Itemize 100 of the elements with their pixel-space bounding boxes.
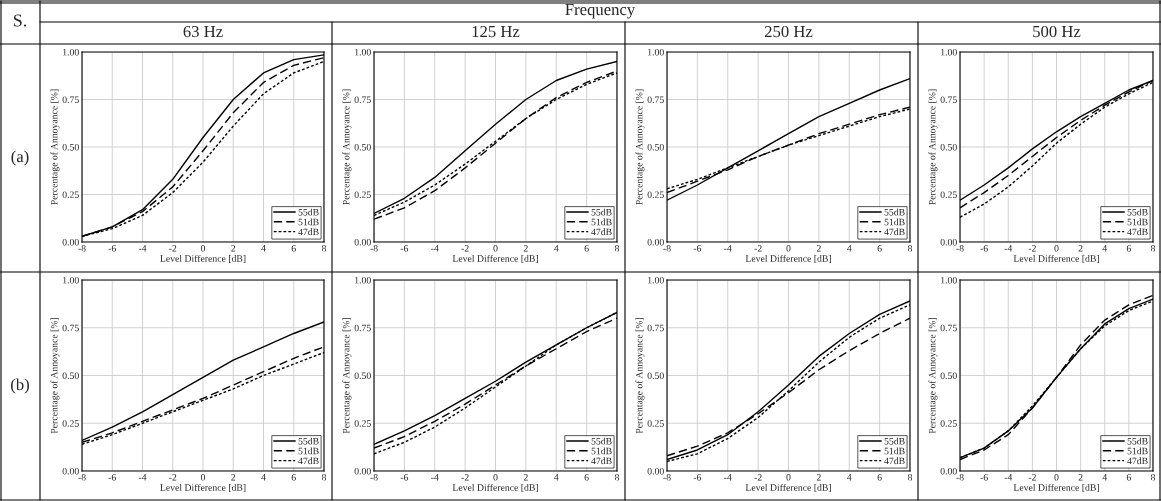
legend-label: 47dB	[591, 228, 612, 236]
x-tick-label: 4	[1102, 245, 1108, 252]
y-tick-label: 0.50	[940, 372, 957, 380]
legend-label: 51dB	[591, 447, 612, 455]
y-tick-label: 0.75	[354, 324, 371, 332]
x-axis-title: Level Difference [dB]	[452, 483, 538, 493]
x-tick-label: 8	[907, 474, 913, 481]
chart-title: 500 Hz	[1033, 25, 1081, 38]
legend-label: 55dB	[298, 208, 319, 216]
x-tick-label: 8	[614, 245, 620, 252]
y-tick-label: 0.25	[62, 191, 79, 199]
x-tick-label: 0	[786, 474, 791, 481]
x-tick-label: -4	[431, 474, 439, 481]
x-tick-label: -6	[980, 245, 988, 252]
legend-label: 51dB	[884, 218, 905, 226]
x-tick-label: -8	[956, 245, 964, 252]
legend-label: 55dB	[1127, 208, 1148, 216]
x-tick-label: 4	[554, 474, 559, 481]
y-tick-label: 1.00	[941, 48, 957, 56]
x-tick-label: 0	[1054, 245, 1059, 252]
x-tick-label: -2	[754, 474, 762, 481]
y-tick-label: 1.00	[941, 276, 957, 284]
y-tick-label: 0.75	[62, 324, 79, 332]
x-tick-label: 2	[231, 474, 236, 481]
x-tick-label: 6	[291, 245, 296, 252]
x-axis-title: Level Difference [dB]	[745, 483, 831, 493]
y-tick-label: 1.00	[355, 48, 371, 56]
x-tick-label: -2	[1028, 245, 1036, 252]
x-tick-label: 6	[877, 245, 882, 252]
x-tick-label: 0	[200, 474, 206, 481]
y-tick-label: 0.50	[940, 143, 957, 151]
y-tick-label: 0.00	[62, 467, 79, 475]
x-tick-label: -8	[370, 245, 378, 252]
x-tick-label: 8	[321, 245, 327, 252]
y-tick-label: 0.50	[354, 143, 371, 151]
x-tick-label: -8	[663, 245, 671, 252]
x-tick-label: -8	[78, 474, 86, 481]
legend-label: 55dB	[298, 437, 319, 445]
y-tick-label: 1.00	[648, 48, 664, 56]
x-tick-label: -2	[1028, 474, 1036, 481]
legend-label: 51dB	[1127, 218, 1148, 226]
x-tick-label: 6	[291, 474, 296, 481]
x-axis-title: Level Difference [dB]	[160, 483, 246, 493]
x-tick-label: -4	[138, 245, 147, 252]
x-tick-label: 2	[1078, 245, 1083, 252]
legend-label: 47dB	[298, 228, 319, 236]
y-tick-label: 1.00	[648, 276, 664, 284]
x-axis-title: Level Difference [dB]	[745, 254, 831, 264]
legend-label: 55dB	[591, 208, 612, 216]
legend-label: 47dB	[884, 457, 905, 465]
x-tick-label: 2	[816, 474, 821, 481]
x-tick-label: -6	[693, 245, 702, 252]
x-tick-label: 0	[493, 474, 498, 481]
x-tick-label: 6	[1126, 474, 1132, 481]
chart-title: 63 Hz	[183, 25, 223, 38]
x-tick-label: 8	[1150, 474, 1156, 481]
legend-label: 55dB	[1127, 437, 1148, 445]
text: (a)	[11, 150, 29, 166]
y-tick-label: 0.00	[354, 467, 371, 475]
x-tick-label: -4	[724, 245, 732, 252]
x-tick-label: -6	[108, 245, 117, 252]
y-tick-label: 0.00	[62, 238, 79, 246]
x-tick-label: -4	[1004, 245, 1013, 252]
x-tick-label: 2	[816, 245, 821, 252]
x-tick-label: -6	[400, 245, 409, 252]
x-tick-label: 4	[554, 245, 559, 252]
x-tick-label: 0	[786, 245, 791, 252]
y-tick-label: 0.25	[354, 191, 371, 199]
x-tick-label: 4	[1102, 474, 1108, 481]
x-axis-title: Level Difference [dB]	[160, 254, 246, 264]
x-tick-label: -2	[169, 474, 177, 481]
legend-label: 51dB	[298, 447, 319, 455]
x-tick-label: 2	[523, 245, 528, 252]
x-tick-label: -6	[980, 474, 988, 481]
x-tick-label: -8	[370, 474, 378, 481]
legend-label: 47dB	[1127, 457, 1148, 465]
legend-label: 47dB	[884, 228, 905, 236]
legend-label: 51dB	[591, 218, 612, 226]
x-tick-label: -2	[461, 245, 469, 252]
chart-title: 125 Hz	[472, 25, 520, 38]
x-tick-label: 8	[614, 474, 620, 481]
y-axis-title: Percentage of Annoyance [%]	[928, 318, 938, 434]
y-tick-label: 0.25	[940, 420, 957, 427]
y-tick-label: 0.75	[647, 96, 664, 104]
text: S.	[13, 14, 27, 27]
y-tick-label: 0.25	[354, 420, 371, 427]
text: Frequency	[565, 4, 636, 19]
x-tick-label: -2	[169, 245, 177, 252]
x-tick-label: 4	[847, 245, 852, 252]
x-axis-title: Level Difference [dB]	[1013, 483, 1099, 493]
x-tick-label: -6	[693, 474, 702, 481]
legend-label: 51dB	[298, 218, 319, 226]
x-tick-label: 8	[907, 245, 913, 252]
y-axis-title: Percentage of Annoyance [%]	[342, 318, 352, 434]
y-tick-label: 0.50	[354, 372, 371, 380]
y-tick-label: 0.00	[647, 467, 664, 475]
y-tick-label: 0.50	[647, 143, 664, 151]
y-tick-label: 0.25	[647, 191, 664, 199]
x-tick-label: 4	[261, 245, 266, 252]
y-tick-label: 1.00	[63, 48, 79, 56]
